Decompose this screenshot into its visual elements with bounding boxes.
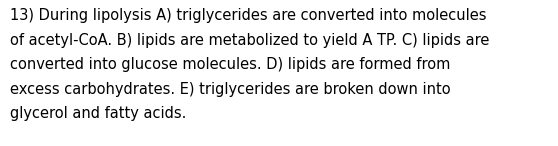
Text: glycerol and fatty acids.: glycerol and fatty acids.: [10, 106, 186, 121]
Text: 13) During lipolysis A) triglycerides are converted into molecules: 13) During lipolysis A) triglycerides ar…: [10, 8, 487, 23]
Text: of acetyl-CoA. B) lipids are metabolized to yield A TP. C) lipids are: of acetyl-CoA. B) lipids are metabolized…: [10, 33, 489, 47]
Text: excess carbohydrates. E) triglycerides are broken down into: excess carbohydrates. E) triglycerides a…: [10, 81, 451, 97]
Text: converted into glucose molecules. D) lipids are formed from: converted into glucose molecules. D) lip…: [10, 57, 450, 72]
